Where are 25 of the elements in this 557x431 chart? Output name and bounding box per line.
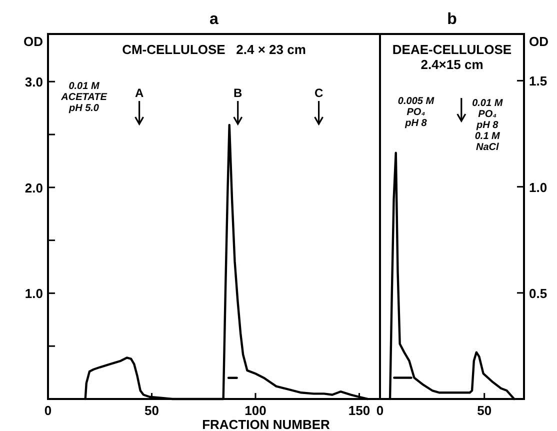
ref-line-label: 0.01 M PO₄ pH 8 0.1 M NaCl <box>472 98 504 153</box>
chart-title: b <box>447 11 458 28</box>
y2-tick-label: 0.5 <box>529 286 548 301</box>
x-axis-title: FRACTION NUMBER <box>202 417 331 431</box>
ref-line-label: B <box>234 86 243 100</box>
chart-title: a <box>210 11 219 28</box>
x-tick-label: 100 <box>244 403 266 418</box>
x-tick-label: 0 <box>376 403 384 418</box>
text: CM-CELLULOSE 2.4 × 23 cm <box>122 42 306 57</box>
annotation: 0.005 M PO₄ pH 8 <box>398 96 435 129</box>
y-tick-label: 2.0 <box>24 180 43 196</box>
y2-axis-title: OD <box>529 34 548 49</box>
y2-tick-label: 1.0 <box>529 180 548 195</box>
y-tick-label: 3.0 <box>24 74 43 90</box>
annotation: 0.01 M ACETATE pH 5.0 <box>60 81 108 114</box>
x-tick-label: 150 <box>348 403 370 418</box>
x-tick-label: 0 <box>44 403 52 418</box>
ref-line-label: C <box>314 86 324 100</box>
text: DEAE-CELLULOSE 2.4×15 cm <box>392 42 512 72</box>
ref-line-label: A <box>134 86 144 100</box>
y-axis-title: OD <box>24 34 43 49</box>
x-tick-label: 50 <box>144 403 159 418</box>
x-tick-label: 50 <box>477 403 492 418</box>
y2-tick-label: 1.5 <box>529 74 548 89</box>
y-tick-label: 1.0 <box>24 286 43 302</box>
